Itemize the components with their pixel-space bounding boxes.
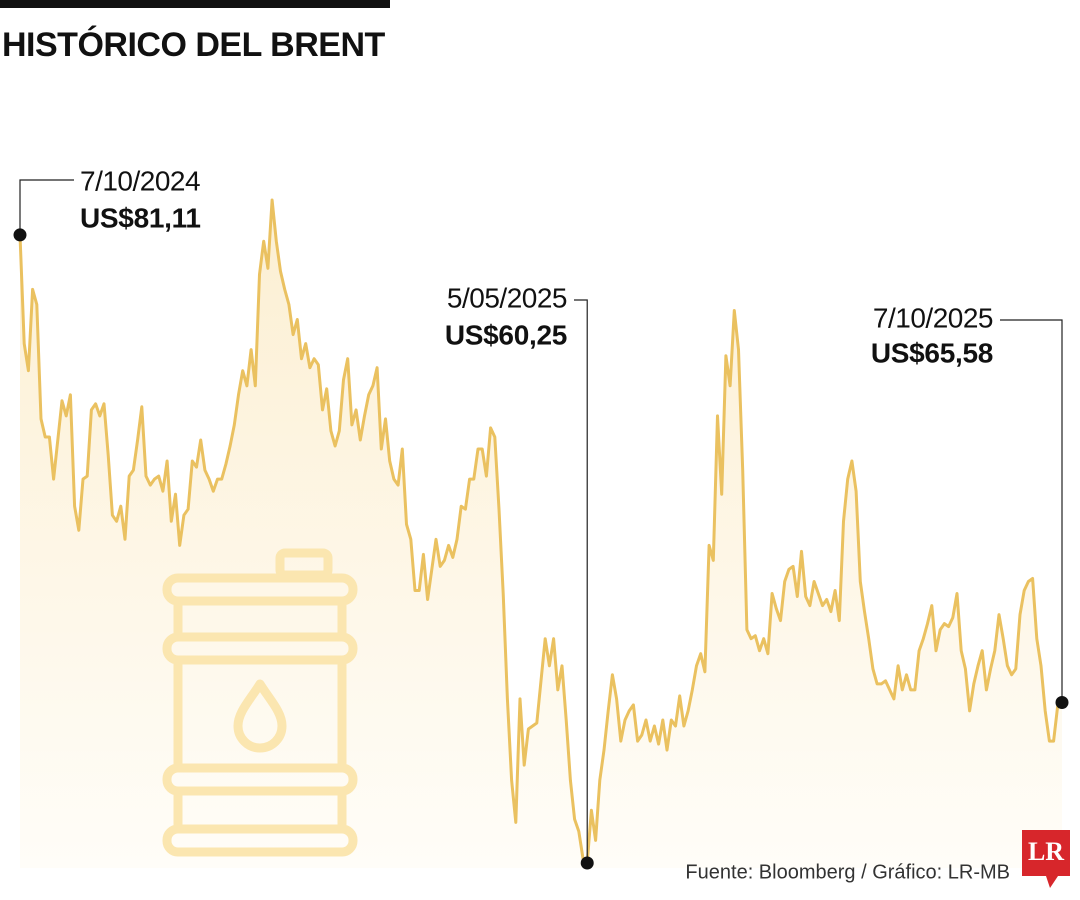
barrel-icon (162, 548, 358, 857)
annotation-date: 7/10/2024 (80, 165, 200, 196)
leader-line (19, 179, 74, 235)
plot-area (18, 198, 1063, 868)
annotation-value: US$65,58 (871, 337, 993, 368)
leader-line (1000, 319, 1063, 703)
logo: LR (1022, 830, 1070, 888)
highlight-point (580, 856, 594, 870)
leader-line (574, 299, 588, 863)
annotation-value: US$60,25 (445, 319, 567, 350)
highlight-point (1055, 696, 1069, 710)
title-bar (0, 0, 390, 8)
chart-title: HISTÓRICO DEL BRENT (2, 26, 386, 64)
area (20, 200, 1062, 868)
logo-badge (1022, 830, 1070, 888)
annotation-date: 7/10/2025 (873, 302, 993, 333)
highlight-point (13, 228, 27, 242)
price-line (18, 198, 1063, 865)
logo-text: LR (1028, 837, 1064, 866)
annotation-date: 5/05/2025 (447, 282, 567, 313)
annotation-value: US$81,11 (80, 202, 201, 233)
source-note: Fuente: Bloomberg / Gráfico: LR-MB (685, 861, 1010, 883)
